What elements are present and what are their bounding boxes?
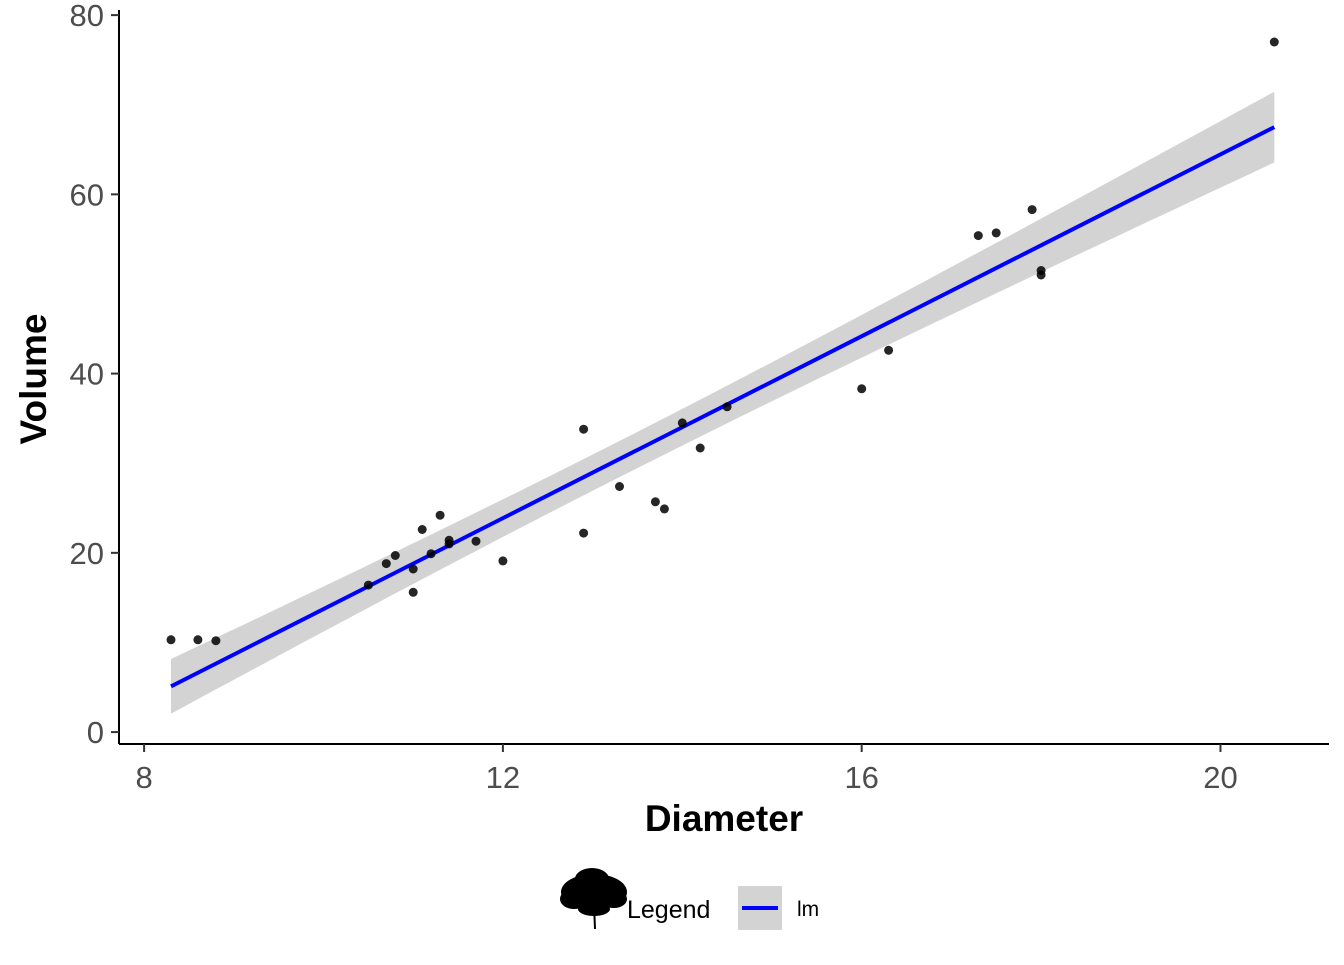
y-axis-title: Volume bbox=[13, 314, 54, 445]
data-point bbox=[408, 587, 418, 597]
y-tick-label: 0 bbox=[87, 715, 104, 750]
x-axis-title: Diameter bbox=[645, 798, 803, 839]
x-tick-label: 20 bbox=[1203, 760, 1237, 795]
data-point bbox=[193, 635, 203, 645]
x-tick-label: 8 bbox=[135, 760, 152, 795]
axes bbox=[118, 10, 1329, 745]
confidence-ribbon-layer bbox=[171, 91, 1275, 714]
legend: Legend lm bbox=[560, 868, 819, 930]
data-point bbox=[615, 482, 624, 491]
legend-entry-lm: lm bbox=[797, 898, 819, 921]
data-points-layer bbox=[166, 37, 1279, 646]
data-point bbox=[471, 536, 481, 546]
data-point bbox=[722, 402, 732, 412]
x-tick-label: 12 bbox=[486, 760, 520, 795]
data-point bbox=[1269, 37, 1279, 47]
data-point bbox=[1036, 270, 1046, 280]
data-point bbox=[677, 418, 687, 428]
confidence-ribbon bbox=[171, 91, 1275, 714]
data-point bbox=[211, 636, 221, 646]
data-point bbox=[650, 497, 660, 507]
x-tick-label: 16 bbox=[844, 760, 878, 795]
data-point bbox=[884, 345, 894, 355]
y-tick-label: 20 bbox=[70, 536, 104, 571]
data-point bbox=[973, 231, 983, 241]
y-tick-label: 60 bbox=[70, 177, 104, 212]
data-point bbox=[426, 549, 436, 559]
data-point bbox=[435, 510, 445, 520]
data-point bbox=[381, 559, 391, 569]
data-point bbox=[166, 635, 176, 645]
data-point bbox=[390, 551, 400, 560]
data-point bbox=[991, 228, 1001, 238]
data-point bbox=[408, 564, 418, 574]
data-point bbox=[857, 384, 867, 394]
data-point bbox=[579, 424, 589, 434]
data-point bbox=[579, 528, 589, 538]
data-point bbox=[1027, 205, 1037, 215]
data-point bbox=[695, 443, 705, 453]
data-point bbox=[498, 556, 508, 566]
y-tick-label: 40 bbox=[70, 357, 104, 392]
y-axis-ticks: 0 20 40 60 80 bbox=[70, 0, 119, 750]
y-tick-label: 80 bbox=[70, 0, 104, 33]
data-point bbox=[363, 580, 373, 590]
data-point bbox=[659, 504, 669, 514]
x-axis-ticks: 8 12 16 20 bbox=[135, 744, 1238, 795]
legend-title: Legend bbox=[627, 896, 710, 924]
tree-icon bbox=[560, 868, 627, 930]
data-point bbox=[444, 535, 454, 545]
data-point bbox=[417, 525, 427, 534]
